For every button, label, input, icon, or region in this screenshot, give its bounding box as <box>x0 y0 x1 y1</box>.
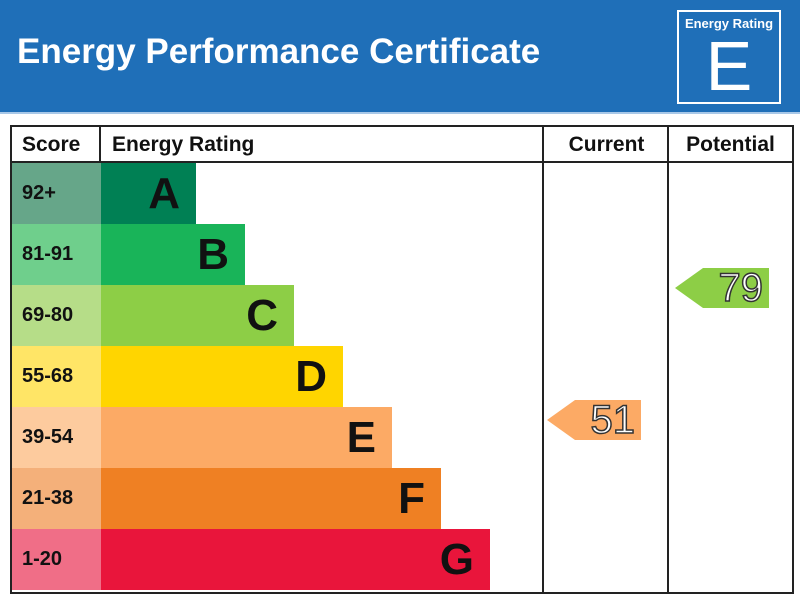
epc-table: Score Energy Rating Current Potential 92… <box>10 125 794 594</box>
score-range: 69-80 <box>12 285 101 346</box>
rating-bar: B <box>101 224 245 285</box>
rating-bar: G <box>101 529 490 590</box>
rating-letter: E <box>346 413 376 462</box>
rating-row-g: 1-20 G <box>12 529 542 590</box>
column-header-score: Score <box>12 127 101 163</box>
badge-letter: E <box>705 27 753 105</box>
divider <box>99 127 101 163</box>
header-banner: Energy Performance Certificate Energy Ra… <box>0 0 800 114</box>
potential-rating-arrow: 79 <box>675 265 769 311</box>
rating-row-d: 55-68 D <box>12 346 542 407</box>
current-score-value: 51 <box>590 397 636 443</box>
rating-letter: D <box>295 352 327 401</box>
rating-letter: C <box>246 291 278 340</box>
rating-letter: B <box>197 230 229 279</box>
score-range: 55-68 <box>12 346 101 407</box>
rating-letter: A <box>148 169 180 218</box>
arrow-shape-icon <box>547 400 641 440</box>
rating-row-a: 92+ A <box>12 163 542 224</box>
score-range: 81-91 <box>12 224 101 285</box>
score-range: 21-38 <box>12 468 101 529</box>
column-header-current: Current <box>544 127 669 163</box>
column-header-potential: Potential <box>669 127 792 163</box>
rating-bar: A <box>101 163 196 224</box>
rating-bar: E <box>101 407 392 468</box>
current-rating-arrow: 51 <box>547 397 641 443</box>
score-range: 39-54 <box>12 407 101 468</box>
divider <box>667 127 669 592</box>
column-header-energy-rating: Energy Rating <box>101 127 544 163</box>
potential-score-value: 79 <box>718 265 764 311</box>
energy-rating-badge: Energy Rating E <box>677 10 781 104</box>
score-range: 92+ <box>12 163 101 224</box>
rating-row-c: 69-80 C <box>12 285 542 346</box>
rating-letter: G <box>439 535 474 584</box>
divider <box>542 127 544 592</box>
rating-letter: F <box>398 474 425 523</box>
rating-row-b: 81-91 B <box>12 224 542 285</box>
rating-bar: C <box>101 285 294 346</box>
badge-label: Energy Rating <box>684 16 774 31</box>
rating-bar: F <box>101 468 441 529</box>
rating-row-f: 21-38 F <box>12 468 542 529</box>
score-range: 1-20 <box>12 529 101 590</box>
arrow-shape-icon <box>675 268 769 308</box>
rating-bar: D <box>101 346 343 407</box>
rating-row-e: 39-54 E <box>12 407 542 468</box>
page-title: Energy Performance Certificate <box>17 32 541 71</box>
